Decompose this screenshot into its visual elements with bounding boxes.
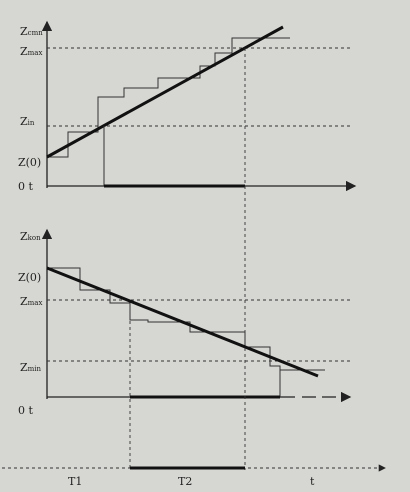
label-sub: cmn (28, 29, 44, 37)
top-panel: Zcmn Zmax Zin Z(0) 0 t (18, 20, 357, 193)
axis-label: Zcmn (20, 25, 43, 38)
axis-label: Zin (20, 115, 35, 128)
label: Z (20, 295, 28, 308)
trend-line (46, 266, 319, 378)
trend-line (46, 25, 284, 159)
label-sub: kon (28, 234, 41, 242)
axis-label: Zkon (20, 230, 41, 243)
label-sub: max (28, 299, 43, 307)
origin-label: 0 t (18, 404, 33, 417)
axis-label: Z(0) (18, 271, 41, 284)
label: Z (20, 25, 28, 38)
time-label: T1 (68, 475, 82, 488)
label-sub: in (28, 119, 35, 127)
axis-label: Z(0) (18, 156, 41, 169)
time-label: t (310, 475, 315, 488)
label: Z (20, 45, 28, 58)
time-label: T2 (178, 475, 192, 488)
axis-label: Zmin (20, 361, 42, 374)
label-sub: min (28, 365, 42, 373)
label-sub: max (28, 49, 43, 57)
label: Z (20, 115, 28, 128)
origin-label: 0 t (18, 180, 33, 193)
label: Z (20, 230, 28, 243)
axis-label: Zmax (20, 45, 42, 58)
bottom-panel: Zkon Z(0) Zmax Zmin 0 t (18, 228, 352, 470)
axis-label: Zmax (20, 295, 42, 308)
label: Z (20, 361, 28, 374)
step-curve (47, 37, 290, 158)
